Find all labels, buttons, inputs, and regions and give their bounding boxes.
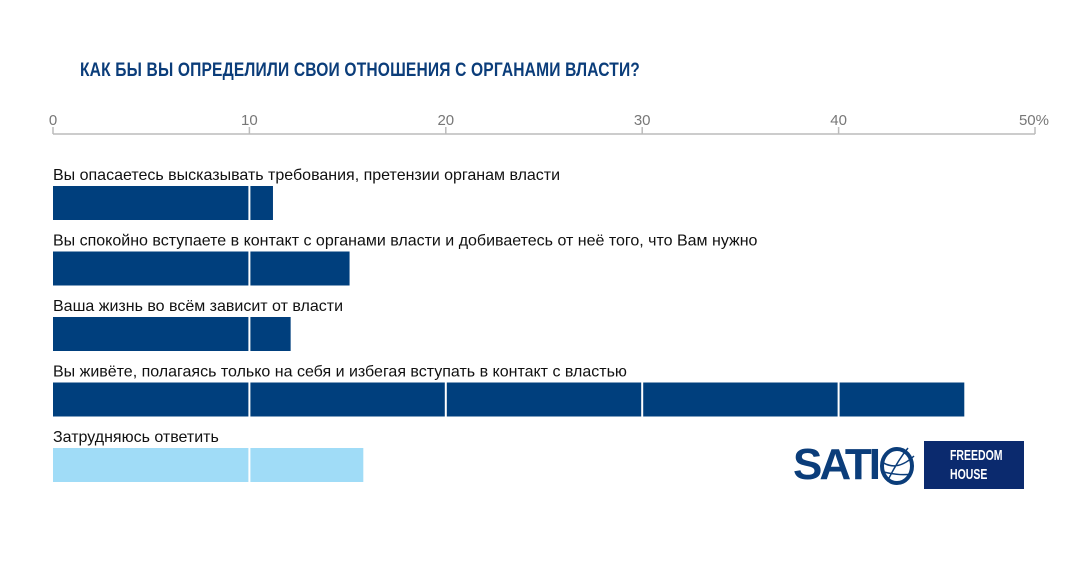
globe-icon [879,447,915,485]
bar [53,186,273,220]
sati-logo: SATI [793,440,916,490]
category-label: Вы опасаетесь высказывать требования, пр… [53,167,560,184]
x-tick-label: 40 [830,112,847,129]
category-label: Вы спокойно вступаете в контакт с органа… [53,233,758,250]
bar [53,317,291,351]
category-label: Затрудняюсь ответить [53,429,219,446]
category-label: Вы живёте, полагаясь только на себя и из… [53,364,627,381]
logos: SATI FREEDOM HOUSE [793,440,1024,490]
category-label: Ваша жизнь во всём зависит от власти [53,298,343,315]
chart-title: КАК БЫ ВЫ ОПРЕДЕЛИЛИ СВОИ ОТНОШЕНИЯ С ОР… [80,60,640,81]
bar [53,251,350,286]
x-tick-label: 20 [437,112,454,129]
bar [53,448,364,482]
bar [53,382,965,417]
x-tick-label: 30 [634,112,651,129]
x-tick-label: 10 [241,112,258,129]
x-tick-label: 50% [1019,112,1049,129]
x-tick-label: 0 [49,112,57,129]
freedom-house-logo: FREEDOM HOUSE [923,441,1024,489]
